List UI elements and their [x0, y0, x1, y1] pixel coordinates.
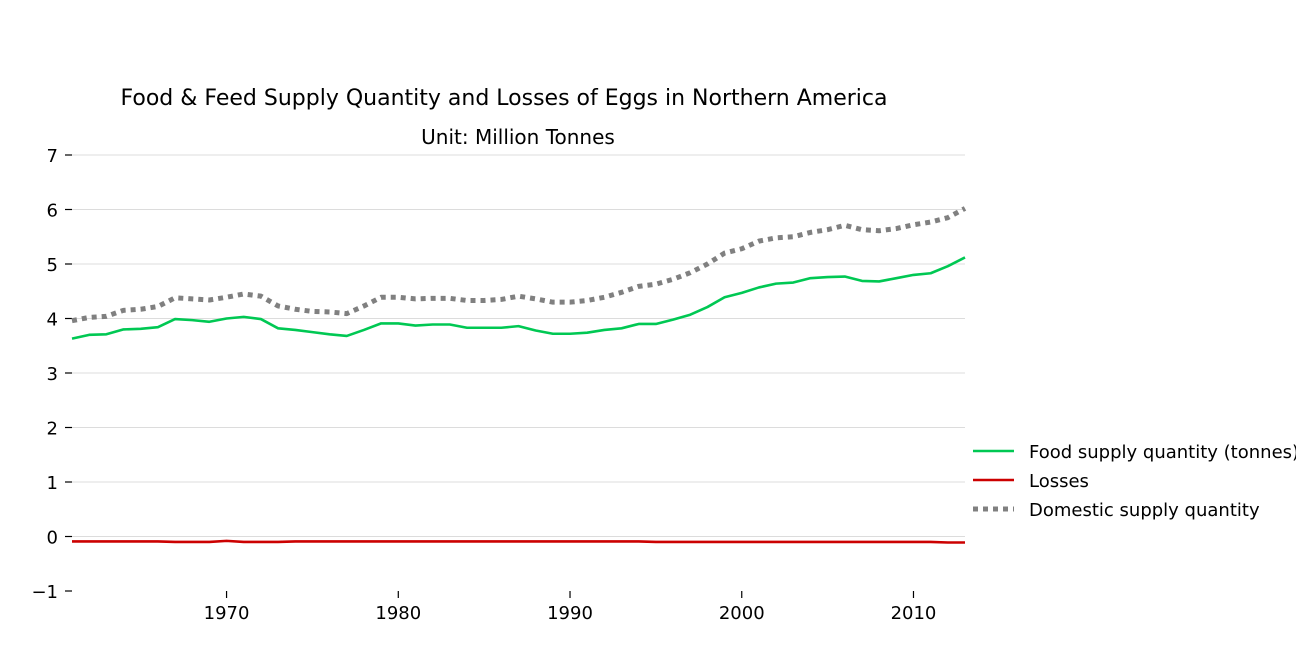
y-tick-label: 6	[47, 201, 58, 222]
x-tick-label: 2010	[891, 603, 937, 624]
legend-label: Losses	[1029, 471, 1089, 492]
x-tick-label: 1980	[375, 603, 421, 624]
legend-label: Food supply quantity (tonnes)	[1029, 442, 1296, 463]
x-tick-label: 2000	[719, 603, 765, 624]
plot-area	[71, 206, 967, 544]
series-line-3	[71, 206, 967, 324]
x-axis: 1970 1980 1990 2000 2010	[204, 591, 937, 624]
x-tick-label: 1970	[204, 603, 250, 624]
y-axis: −1 0 1 2 3 4 5 6 7	[31, 146, 72, 603]
y-tick-label: 4	[47, 310, 58, 331]
gridlines	[72, 154, 965, 537]
x-tick-label: 1990	[547, 603, 593, 624]
chart-title: Food & Feed Supply Quantity and Losses o…	[121, 86, 888, 111]
y-tick-label: 7	[47, 146, 58, 167]
y-tick-label: 2	[47, 419, 58, 440]
chart-subtitle: Unit: Million Tonnes	[421, 125, 615, 149]
legend: Food supply quantity (tonnes) Losses Domes…	[973, 442, 1296, 521]
series-line-2	[72, 539, 965, 544]
series-line-1	[71, 256, 966, 340]
y-tick-label: 0	[47, 528, 58, 549]
y-tick-label: 3	[47, 364, 58, 385]
y-tick-label: −1	[31, 582, 58, 603]
legend-label: Domestic supply quantity	[1029, 500, 1260, 521]
y-tick-label: 1	[47, 473, 58, 494]
y-tick-label: 5	[47, 255, 58, 276]
